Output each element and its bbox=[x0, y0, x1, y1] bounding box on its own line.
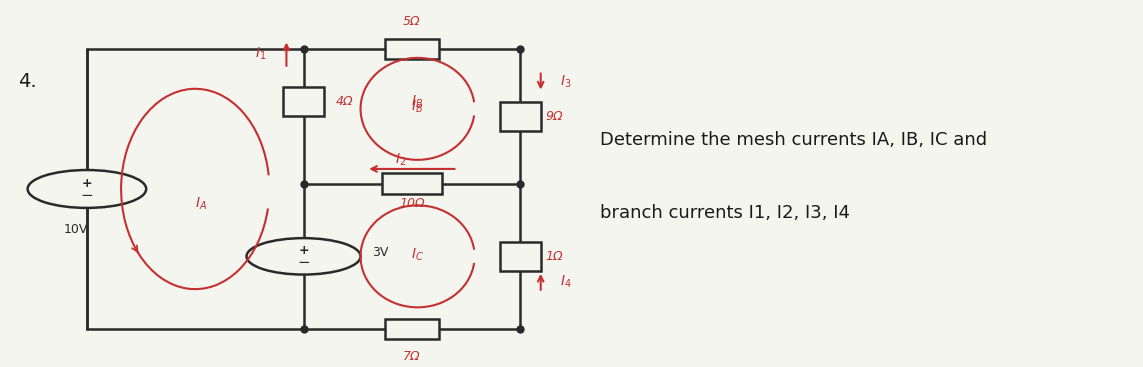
Text: +: + bbox=[81, 177, 93, 190]
Text: 9Ω: 9Ω bbox=[545, 110, 562, 123]
Text: $I_4$: $I_4$ bbox=[560, 274, 572, 290]
Text: 10V: 10V bbox=[63, 222, 88, 236]
Text: $I_C$: $I_C$ bbox=[411, 246, 424, 263]
Text: $I_3$: $I_3$ bbox=[560, 73, 572, 90]
Text: $I_B$: $I_B$ bbox=[411, 93, 424, 110]
Bar bbox=[499, 242, 541, 271]
Text: 1Ω: 1Ω bbox=[545, 250, 562, 263]
Bar bbox=[283, 87, 325, 116]
Text: Determine the mesh currents IA, IB, IC and: Determine the mesh currents IA, IB, IC a… bbox=[600, 131, 988, 149]
Text: 7Ω: 7Ω bbox=[403, 350, 421, 363]
Text: −: − bbox=[297, 255, 310, 270]
Text: $I_B$: $I_B$ bbox=[411, 99, 424, 115]
Text: 10Ω: 10Ω bbox=[399, 197, 424, 210]
Text: +: + bbox=[298, 244, 309, 257]
Text: −: − bbox=[80, 188, 94, 203]
Text: 3V: 3V bbox=[371, 246, 389, 259]
Text: branch currents I1, I2, I3, I4: branch currents I1, I2, I3, I4 bbox=[600, 204, 850, 222]
Text: 4Ω: 4Ω bbox=[336, 95, 353, 108]
Bar bbox=[384, 39, 439, 59]
Circle shape bbox=[27, 170, 146, 208]
Text: 5Ω: 5Ω bbox=[403, 15, 421, 28]
Text: $I_A$: $I_A$ bbox=[195, 195, 207, 212]
Bar bbox=[382, 173, 441, 194]
Text: $I_2$: $I_2$ bbox=[394, 152, 406, 168]
Text: 4.: 4. bbox=[18, 72, 37, 91]
Bar bbox=[384, 319, 439, 339]
Bar bbox=[499, 102, 541, 131]
Text: $I_1$: $I_1$ bbox=[255, 46, 266, 62]
Circle shape bbox=[247, 238, 360, 275]
